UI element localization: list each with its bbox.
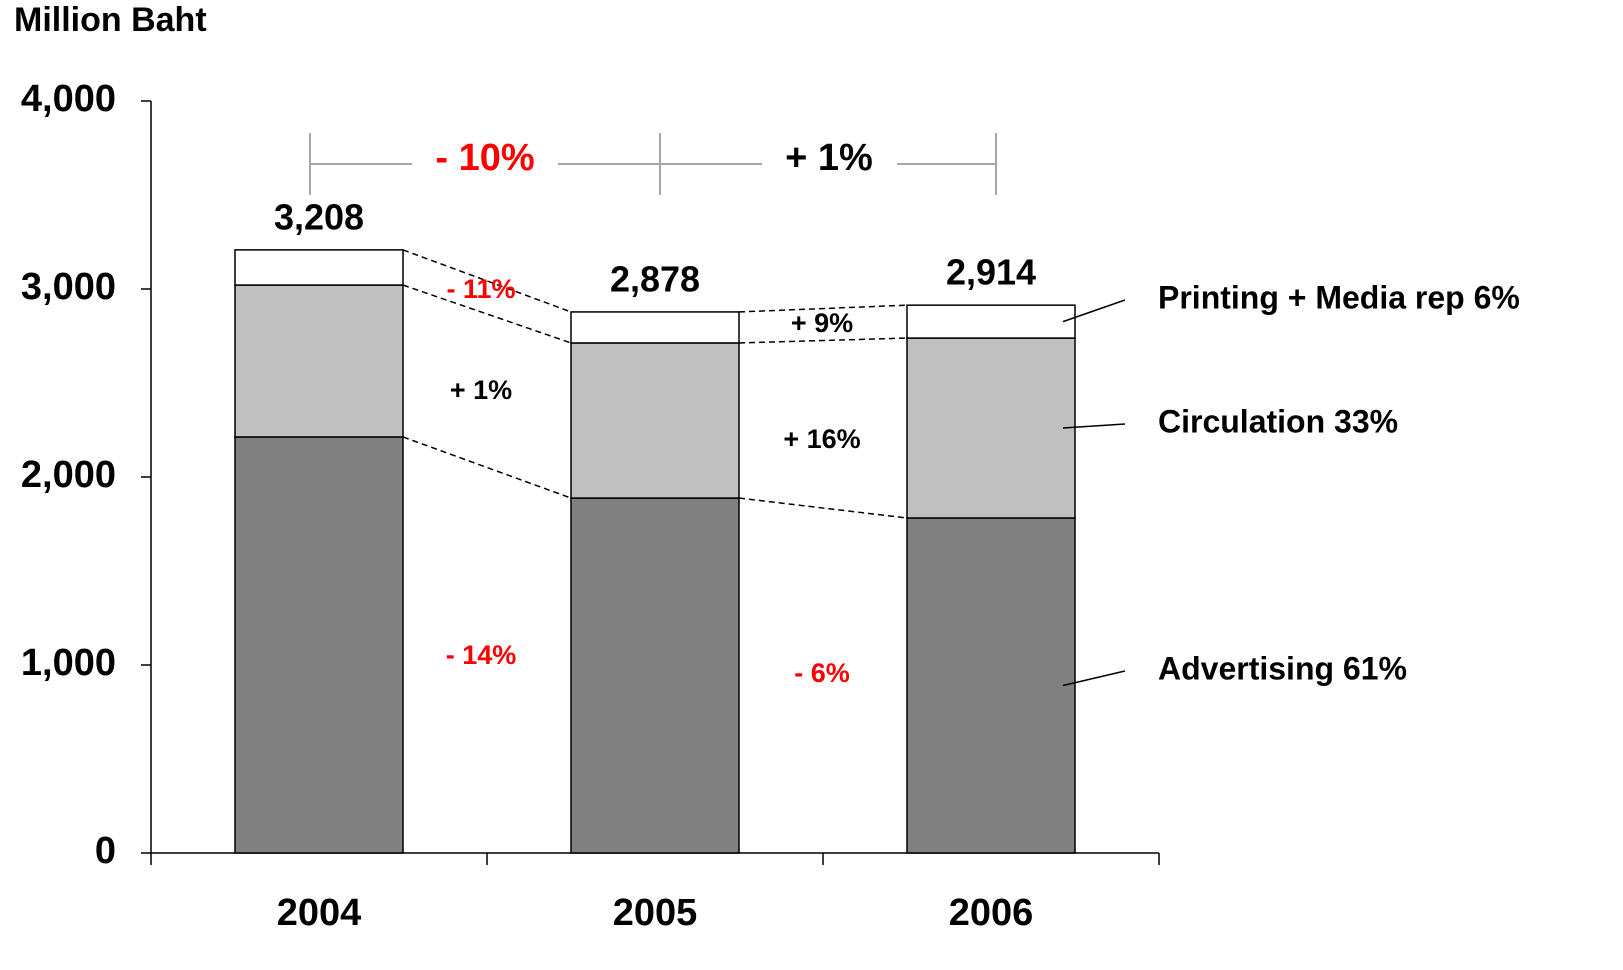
legend-label: Advertising 61% <box>1158 650 1407 686</box>
leader-line <box>1062 423 1126 429</box>
annotation: + 1% <box>785 137 873 179</box>
legend-label: Circulation 33% <box>1158 403 1398 439</box>
leader-line <box>1062 670 1126 687</box>
annotation: - 6% <box>794 658 850 688</box>
bar-segment <box>570 311 740 344</box>
total-label: 2,878 <box>610 258 700 299</box>
connector <box>738 337 908 344</box>
y-tick-label: 4,000 <box>21 78 116 120</box>
annotation: + 9% <box>791 308 853 338</box>
connector <box>738 304 908 313</box>
bar-segment <box>234 284 404 438</box>
annotation: + 16% <box>783 424 860 454</box>
annotation: - 14% <box>446 640 517 670</box>
y-tick-label: 3,000 <box>21 266 116 308</box>
y-tick-label: 1,000 <box>21 642 116 684</box>
y-tick-label: 0 <box>95 830 116 872</box>
growth-bracket <box>309 133 997 195</box>
total-label: 3,208 <box>274 196 364 237</box>
x-tick-label: 2005 <box>613 892 698 934</box>
leader-line <box>1062 299 1126 323</box>
annotation: + 1% <box>450 375 512 405</box>
bar-segment <box>906 337 1076 519</box>
bar-segment <box>234 249 404 286</box>
y-tick-label: 2,000 <box>21 454 116 496</box>
bar-segment <box>234 436 404 854</box>
bar-segment <box>570 497 740 854</box>
x-tick-label: 2004 <box>277 892 362 934</box>
annotation: - 11% <box>446 274 515 304</box>
y-axis-label: Million Baht <box>14 1 207 39</box>
legend-label: Printing + Media rep 6% <box>1158 279 1520 315</box>
bar-segment <box>906 304 1076 339</box>
connector <box>402 436 572 499</box>
bar-segment <box>570 342 740 499</box>
bar-segment <box>906 517 1076 854</box>
annotation: - 10% <box>435 137 534 179</box>
connector <box>738 497 908 519</box>
x-tick-label: 2006 <box>949 892 1034 934</box>
total-label: 2,914 <box>946 252 1036 293</box>
